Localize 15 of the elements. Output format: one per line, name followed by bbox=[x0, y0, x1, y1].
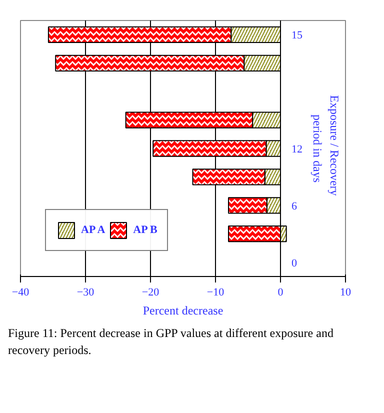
x-axis-title: Percent decrease bbox=[142, 304, 224, 318]
x-tick-label: −20 bbox=[142, 286, 160, 298]
x-tick-label: 10 bbox=[340, 286, 352, 298]
legend-label: AP B bbox=[133, 224, 158, 236]
legend-label: AP A bbox=[81, 224, 106, 236]
y-tick-label: 12 bbox=[292, 144, 302, 156]
x-tick-label: −10 bbox=[206, 286, 225, 298]
y-tick-label: 6 bbox=[292, 200, 298, 212]
y-axis-title: Exposure / Recovery period in days bbox=[310, 95, 342, 196]
caption: Figure 11: Percent decrease in GPP values at different exposure and recovery periods. bbox=[8, 325, 334, 360]
x-tick-label: −30 bbox=[76, 286, 95, 298]
y-tick-label: 0 bbox=[292, 257, 298, 270]
x-tick-label: −40 bbox=[12, 286, 30, 298]
y-tick-label: 15 bbox=[292, 30, 303, 42]
x-tick-label: 0 bbox=[278, 286, 284, 298]
